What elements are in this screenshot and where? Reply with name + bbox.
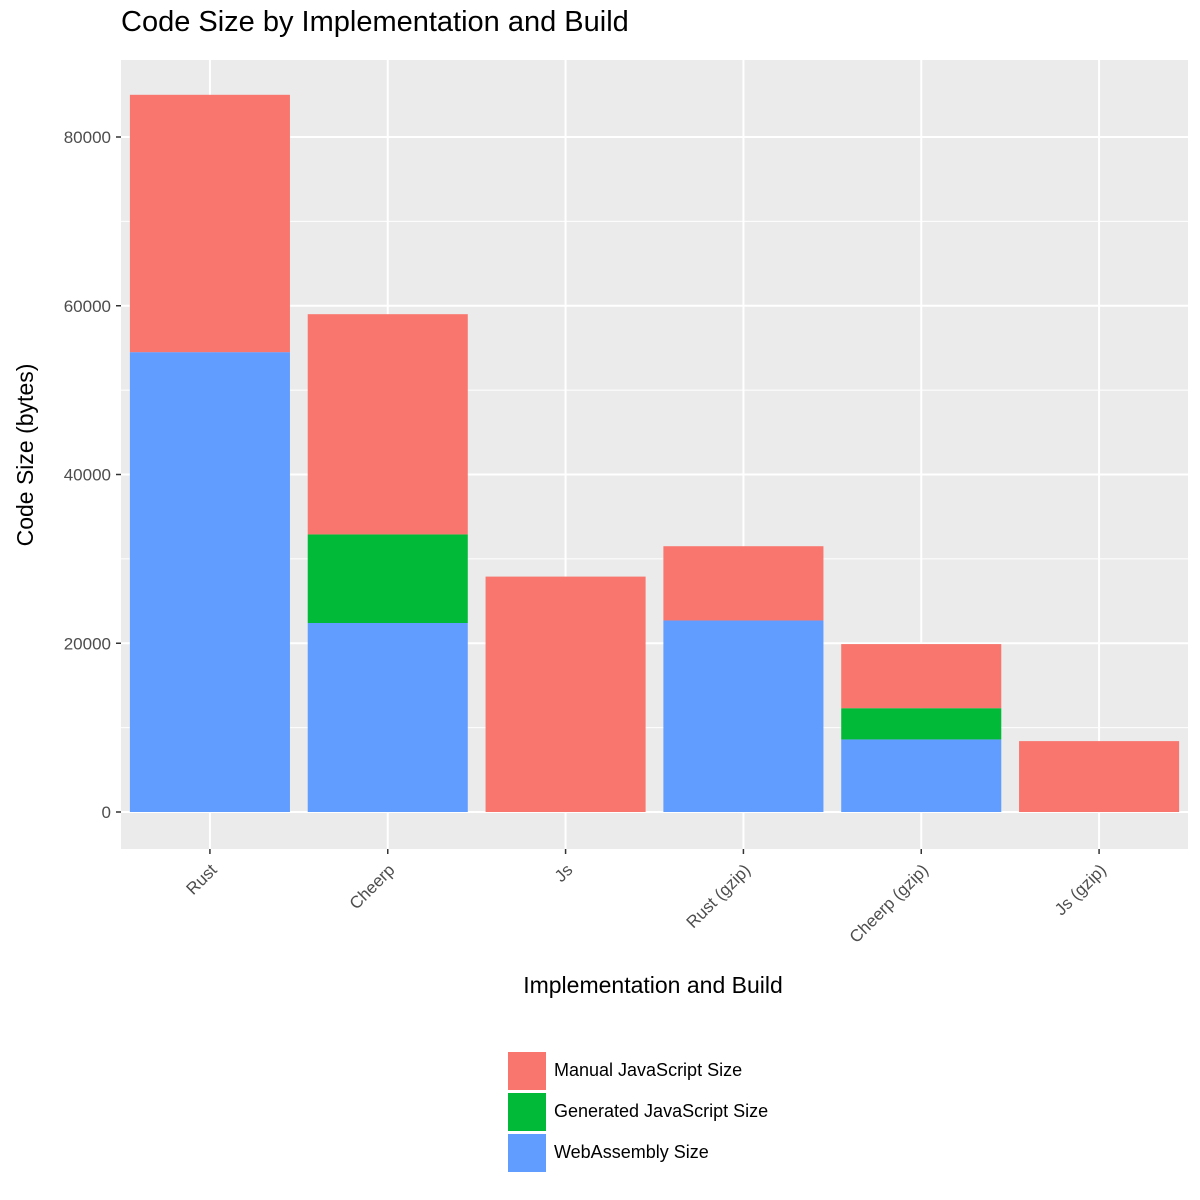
y-tick-label: 60000 (64, 297, 111, 316)
bar-segment (129, 94, 290, 353)
x-axis-title: Implementation and Build (523, 972, 783, 998)
legend-swatch (508, 1092, 546, 1131)
bar-segment (841, 739, 1002, 812)
x-tick-label: Rust (183, 860, 221, 898)
bar-segment (485, 576, 646, 812)
legend-item: Manual JavaScript Size (508, 1050, 768, 1091)
x-tick-label: Cheerp (346, 860, 399, 913)
chart-title: Code Size by Implementation and Build (121, 6, 629, 38)
legend-item: WebAssembly Size (508, 1132, 768, 1173)
bar-segment (1019, 741, 1180, 812)
plot-panel (121, 60, 1188, 849)
legend-item: Generated JavaScript Size (508, 1091, 768, 1132)
x-tick-label: Js (gzip) (1051, 860, 1110, 919)
bar-segment (129, 352, 290, 812)
x-tick-label: Rust (gzip) (683, 860, 755, 932)
bar-segment (307, 314, 468, 535)
bar-segment (307, 534, 468, 623)
legend-label: WebAssembly Size (554, 1142, 709, 1162)
y-tick-label: 20000 (64, 634, 111, 653)
y-tick-label: 40000 (64, 466, 111, 485)
legend-swatch (508, 1051, 546, 1090)
bar-segment (663, 546, 824, 621)
y-tick-label: 80000 (64, 128, 111, 147)
y-tick-label: 0 (102, 803, 111, 822)
bar-segment (307, 623, 468, 812)
bars-layer (129, 94, 1180, 812)
bar-segment (841, 708, 1002, 740)
legend: Manual JavaScript Size Generated JavaScri… (508, 1050, 768, 1173)
bar-segment (663, 620, 824, 812)
x-tick-label: Js (551, 860, 576, 885)
bar-segment (841, 644, 1002, 709)
x-tick-label: Cheerp (gzip) (846, 860, 932, 946)
legend-label: Manual JavaScript Size (554, 1060, 743, 1080)
legend-swatch (508, 1133, 546, 1172)
legend-label: Generated JavaScript Size (554, 1101, 769, 1121)
y-axis-title: Code Size (bytes) (12, 364, 38, 547)
